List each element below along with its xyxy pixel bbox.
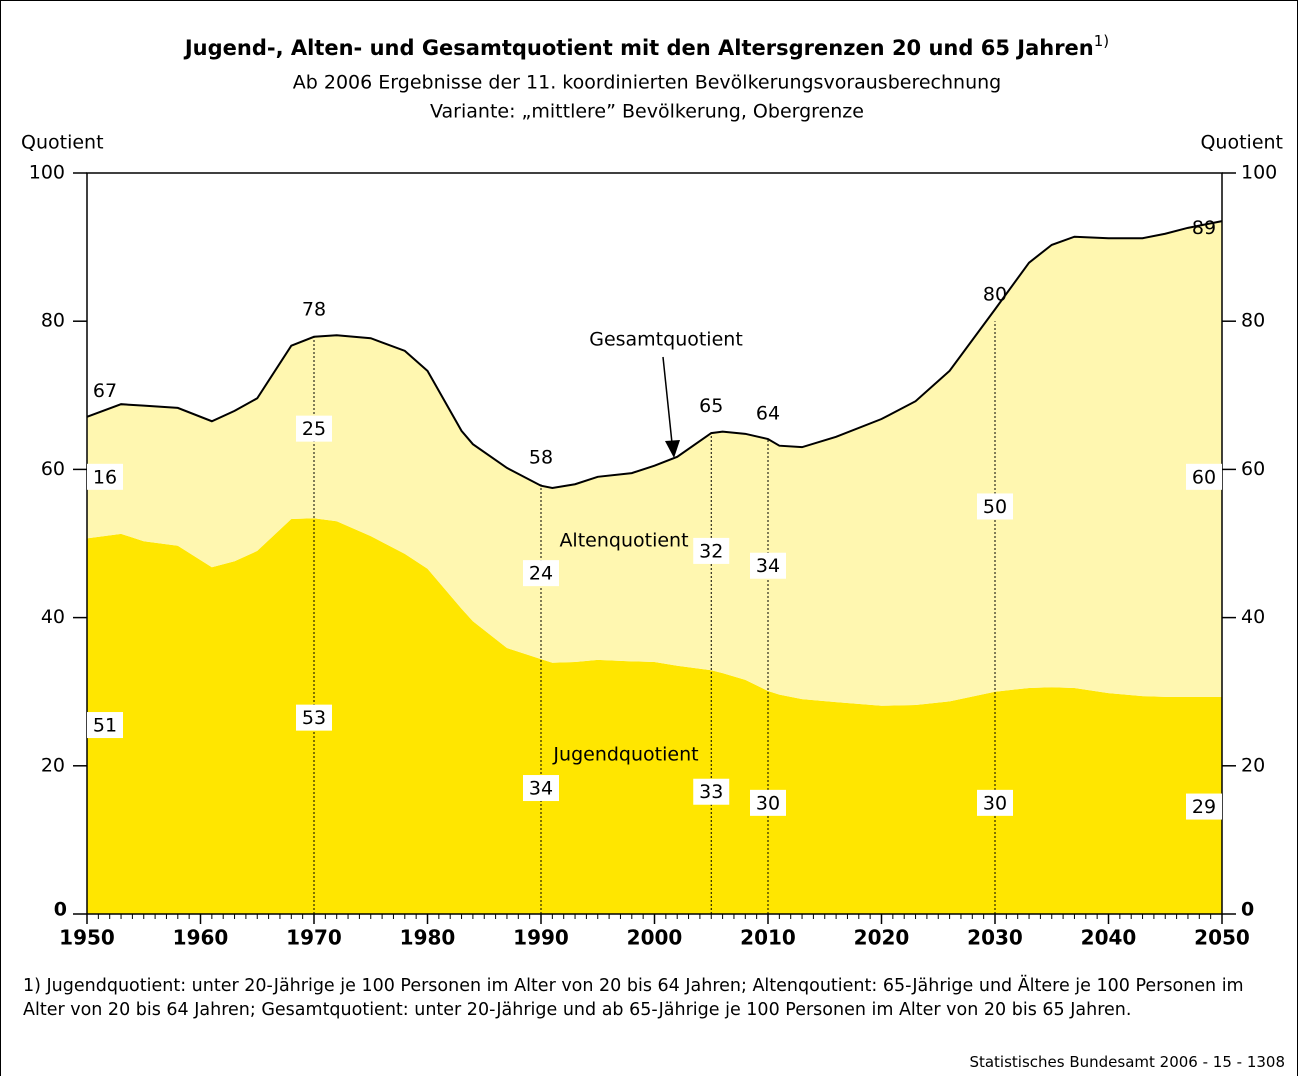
y-tick-label: 0 — [54, 899, 67, 921]
subtitle: Variante: „mittlere” Bevölkerung, Obergr… — [430, 101, 864, 123]
data-label: 25 — [302, 418, 326, 440]
y2-tick-label: 100 — [1241, 162, 1277, 184]
data-label: 34 — [529, 778, 553, 800]
label-box — [87, 463, 123, 490]
y2-axis-label: Quotient — [1200, 132, 1283, 154]
y2-tick-label: 0 — [1241, 899, 1254, 921]
y2-tick-label: 80 — [1241, 310, 1265, 332]
label-box — [977, 789, 1013, 816]
data-label: 30 — [983, 792, 1007, 814]
x-tick-label: 1970 — [286, 926, 342, 950]
total-line — [86, 220, 1223, 489]
total-label: 89 — [1192, 217, 1216, 239]
area — [87, 518, 1222, 914]
x-tick-label: 2050 — [1194, 926, 1250, 950]
x-tick-label: 1990 — [513, 926, 569, 950]
y-tick-label: 40 — [41, 606, 65, 628]
series-label: Altenquotient — [559, 530, 688, 552]
subtitle: Ab 2006 Ergebnisse der 11. koordinierten… — [293, 72, 1001, 94]
x-tick-label: 2020 — [854, 926, 910, 950]
label-box — [750, 789, 786, 816]
y-tick-label: 100 — [29, 162, 65, 184]
data-label: 34 — [756, 555, 780, 577]
annotation-arrow — [662, 356, 673, 444]
label-box — [296, 415, 332, 442]
data-label: 33 — [699, 781, 723, 803]
label-box — [750, 552, 786, 579]
chart-title: Jugend-, Alten- und Gesamtquotient mit d… — [183, 32, 1109, 61]
series-label: Jugendquotient — [552, 744, 698, 766]
label-box — [523, 775, 559, 802]
area — [87, 221, 1222, 706]
data-label: 32 — [699, 540, 723, 562]
total-label: 64 — [756, 402, 780, 424]
data-label: 50 — [983, 496, 1007, 518]
label-box — [693, 537, 730, 564]
data-label: 24 — [529, 563, 553, 585]
footnote: 1) Jugendquotient: unter 20-Jährige je 1… — [23, 976, 1244, 1020]
total-label: 80 — [983, 284, 1007, 306]
arrow-head — [665, 440, 680, 458]
x-tick-label: 1950 — [59, 926, 115, 950]
label-box — [977, 493, 1013, 520]
y-tick-label: 20 — [41, 754, 65, 776]
y-tick-label: 60 — [41, 458, 65, 480]
data-label: 60 — [1192, 466, 1216, 488]
total-label: 58 — [529, 447, 553, 469]
data-label: 51 — [93, 715, 117, 737]
label-box — [1186, 463, 1222, 490]
x-tick-label: 1980 — [400, 926, 456, 950]
source: Statistisches Bundesamt 2006 - 15 - 1308 — [969, 1053, 1285, 1071]
data-label: 16 — [93, 466, 117, 488]
title-text: Jugend-, Alten- und Gesamtquotient mit d… — [183, 36, 1094, 60]
x-tick-label: 2010 — [740, 926, 796, 950]
title-note: 1) — [1094, 32, 1109, 50]
y-tick-label: 80 — [41, 310, 65, 332]
data-label: 53 — [302, 707, 326, 729]
label-box — [523, 560, 559, 587]
y2-tick-label: 20 — [1241, 754, 1265, 776]
label-box — [693, 778, 730, 805]
x-tick-label: 2040 — [1081, 926, 1137, 950]
y2-tick-label: 60 — [1241, 458, 1265, 480]
data-label: 30 — [756, 792, 780, 814]
label-box — [87, 712, 123, 739]
total-label: 65 — [699, 395, 723, 417]
annotation: Gesamtquotient — [589, 329, 743, 351]
label-box — [296, 704, 332, 731]
y-axis-label: Quotient — [21, 132, 104, 154]
x-tick-label: 2000 — [627, 926, 683, 950]
x-tick-label: 2030 — [967, 926, 1023, 950]
total-label: 78 — [302, 299, 326, 321]
label-box — [1186, 793, 1222, 820]
data-label: 29 — [1192, 796, 1216, 818]
y2-tick-label: 40 — [1241, 606, 1265, 628]
x-tick-label: 1960 — [173, 926, 229, 950]
total-label: 67 — [93, 380, 117, 402]
